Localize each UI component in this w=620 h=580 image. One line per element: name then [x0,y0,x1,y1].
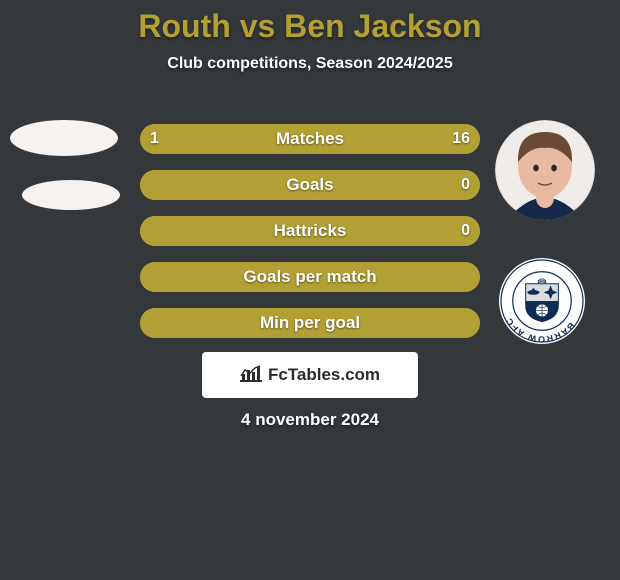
right-club-badge: BARROW AFC 1901 [499,258,585,344]
chart-icon [240,364,262,387]
date-text: 4 november 2024 [0,410,620,430]
stat-bar-right-value: 16 [452,124,470,154]
stat-bar: Matches1 16 [140,124,480,154]
stat-bar-label: Goals [140,170,480,200]
stat-bar: Goals0 [140,170,480,200]
right-player-column: BARROW AFC 1901 [495,120,605,344]
left-player-avatar [10,120,118,156]
stat-bar: Goals per match [140,262,480,292]
svg-text:1901: 1901 [537,279,547,284]
stat-bar: Min per goal [140,308,480,338]
source-badge[interactable]: FcTables.com [202,352,418,398]
left-player-column [10,120,120,210]
left-club-badge [22,180,120,210]
stat-bar-label: Min per goal [140,308,480,338]
comparison-card: Routh vs Ben Jackson Club competitions, … [0,0,620,580]
stat-bar-label: Matches [140,124,480,154]
stat-bar-left-value: 1 [150,124,159,154]
stat-bar-right-value: 0 [461,170,470,200]
stat-bar-right-value: 0 [461,216,470,246]
stats-bars: Matches116Goals0Hattricks0Goals per matc… [140,124,480,354]
page-title: Routh vs Ben Jackson [0,0,620,45]
subtitle: Club competitions, Season 2024/2025 [0,55,620,73]
stat-bar-label: Hattricks [140,216,480,246]
right-player-avatar [495,120,595,220]
stat-bar-label: Goals per match [140,262,480,292]
source-badge-text: FcTables.com [268,365,380,385]
stat-bar: Hattricks0 [140,216,480,246]
